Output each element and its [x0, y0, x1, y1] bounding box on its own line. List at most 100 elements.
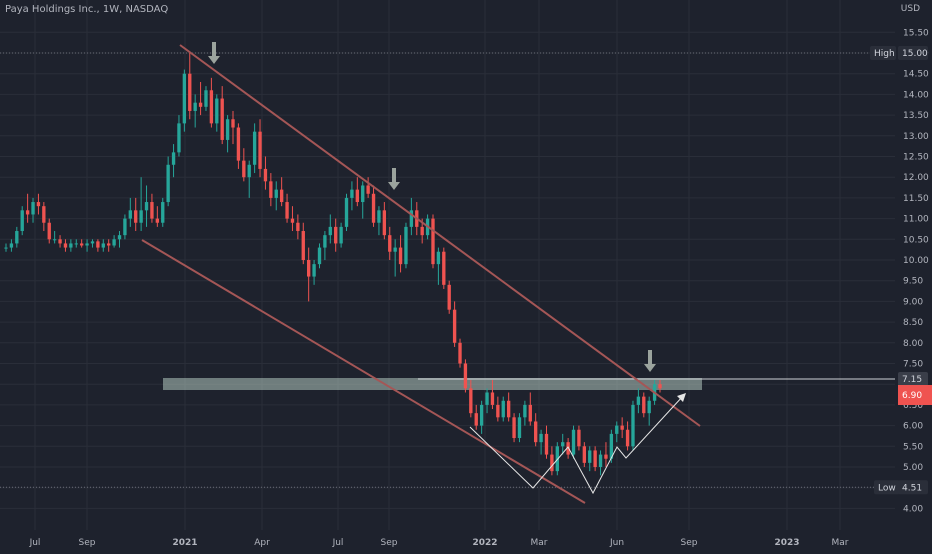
y-tick-label: 10.50: [903, 235, 929, 245]
y-tick-label: 11.00: [903, 215, 929, 225]
x-tick-label: Jun: [609, 538, 624, 548]
y-tick-label: 13.00: [903, 132, 929, 142]
y-tick-label: 11.50: [903, 194, 929, 204]
candle-body: [171, 152, 176, 165]
candle-body: [139, 210, 143, 223]
candle-body: [155, 218, 160, 223]
candle-body: [188, 73, 192, 111]
high-label: High: [874, 49, 895, 59]
candle-body: [409, 210, 414, 227]
candle-body: [323, 235, 327, 248]
candle-body: [204, 90, 208, 107]
candle-body: [123, 218, 127, 236]
candle-body: [517, 417, 522, 439]
candle-body: [220, 98, 224, 140]
high-label-box: [870, 46, 896, 60]
candle-body: [420, 226, 424, 236]
candle-body: [588, 450, 592, 463]
y-tick-label: 7.50: [903, 360, 923, 370]
candle-body: [328, 226, 332, 236]
candle-body: [355, 189, 359, 203]
candle-body: [577, 429, 581, 447]
candle-body: [134, 210, 138, 223]
candle-body: [469, 388, 473, 414]
candle-body: [279, 189, 284, 203]
candle-body: [550, 454, 554, 472]
down-arrow-shaft: [212, 42, 216, 56]
candle-body: [117, 235, 122, 240]
resistance-price-box: [898, 372, 928, 386]
candle-body: [361, 185, 365, 203]
candle-body: [274, 189, 278, 198]
candle-body: [598, 454, 603, 467]
current-price-label: 6.90: [902, 391, 922, 401]
candle-body: [112, 239, 116, 246]
candle-body: [150, 202, 154, 219]
candle-body: [58, 239, 62, 244]
candle-body: [85, 243, 89, 246]
candle-body: [209, 90, 214, 124]
resistance-zone: [163, 378, 702, 390]
low-label-box: [874, 480, 900, 495]
candle-body: [485, 392, 489, 405]
candle-body: [636, 396, 641, 405]
candle-body: [225, 119, 230, 140]
candle-body: [63, 243, 68, 248]
candle-body: [15, 231, 19, 244]
projection-arrow-head: [677, 393, 686, 402]
candle-body: [74, 243, 78, 245]
candle-body: [647, 400, 651, 414]
candle-body: [393, 247, 397, 252]
candle-body: [307, 260, 311, 277]
candle-body: [25, 210, 30, 215]
candle-body: [523, 404, 527, 418]
y-tick-label: 8.50: [903, 318, 923, 328]
y-tick-label: 14.50: [903, 70, 929, 80]
candle-body: [31, 202, 35, 215]
candle-body: [620, 425, 624, 430]
candle-body: [615, 425, 619, 434]
x-tick-label: Sep: [681, 538, 698, 548]
candle-body: [561, 442, 565, 447]
candle-body: [496, 404, 500, 418]
candle-body: [101, 243, 105, 248]
candle-body: [479, 404, 484, 426]
currency-label: USD: [900, 4, 920, 14]
candle-body: [290, 218, 295, 223]
low-label: Low: [878, 483, 896, 493]
candle-body: [198, 102, 203, 107]
candle-body: [377, 210, 381, 223]
candle-body: [566, 442, 570, 455]
down-arrow-icon: [388, 182, 400, 190]
candle-body: [296, 222, 300, 232]
candle-body: [371, 193, 376, 223]
candle-body: [96, 241, 100, 248]
candle-body: [128, 210, 132, 219]
candle-body: [47, 222, 51, 240]
y-tick-label: 14.00: [903, 90, 929, 100]
x-tick-label: Sep: [381, 538, 398, 548]
projection-arrow: [469, 395, 684, 495]
candle-body: [442, 251, 446, 285]
candle-body: [452, 309, 457, 343]
x-tick-label: Apr: [254, 538, 270, 548]
x-tick-label: Jul: [332, 538, 344, 548]
candle-body: [593, 450, 597, 467]
candle-body: [366, 185, 370, 194]
candle-body: [642, 396, 646, 414]
candle-body: [215, 98, 219, 124]
high-value: 15.00: [902, 49, 928, 59]
candle-body: [463, 363, 468, 389]
high-value-box: [898, 46, 928, 60]
x-tick-label: 2023: [774, 538, 799, 548]
candle-body: [247, 164, 251, 178]
y-tick-label: 8.00: [903, 339, 923, 349]
candle-body: [52, 239, 57, 241]
candle-body: [604, 454, 608, 459]
candle-body: [317, 247, 322, 265]
y-tick-label: 15.50: [903, 28, 929, 38]
candle-body: [144, 202, 149, 211]
candle-body: [161, 202, 165, 223]
